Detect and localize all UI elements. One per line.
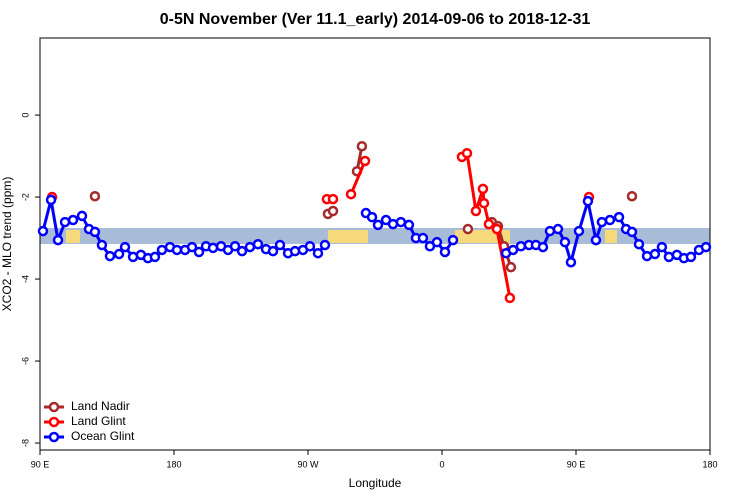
point: [366, 211, 378, 223]
point: [96, 239, 108, 251]
point: [89, 190, 101, 202]
point: [304, 241, 316, 252]
point: [403, 219, 415, 231]
point: [573, 225, 585, 237]
point: [149, 251, 161, 263]
point: [319, 239, 331, 251]
point: [76, 210, 88, 222]
point: [470, 205, 482, 217]
point: [312, 247, 324, 259]
y-tick-label: -2: [20, 193, 30, 201]
series-line: [327, 153, 589, 298]
x-tick-label: 0: [439, 459, 444, 469]
point: [252, 238, 264, 250]
point: [656, 241, 668, 253]
legend-marker: [48, 401, 60, 413]
legend-label: Land Glint: [71, 414, 126, 428]
point: [104, 250, 116, 262]
point: [119, 241, 131, 253]
point: [590, 234, 602, 246]
point: [626, 226, 638, 238]
point: [596, 216, 608, 228]
x-tick-label: 90 E: [31, 459, 50, 469]
point: [186, 241, 198, 253]
point: [67, 214, 79, 226]
point: [417, 232, 429, 244]
point: [582, 195, 594, 207]
point: [359, 155, 371, 167]
point: [700, 241, 712, 253]
point: [229, 241, 241, 252]
point: [37, 225, 49, 237]
point: [327, 193, 339, 205]
point: [193, 246, 205, 258]
y-axis-label: XCO2 - MLO trend (ppm): [0, 177, 14, 312]
chart-title: 0-5N November (Ver 11.1_early) 2014-09-0…: [160, 11, 591, 28]
y-tick-label: -4: [20, 275, 30, 283]
x-axis-label: Longitude: [349, 476, 402, 490]
point: [504, 292, 516, 304]
point: [439, 246, 451, 258]
point: [447, 234, 459, 246]
point: [327, 205, 339, 217]
point: [552, 223, 564, 235]
x-tick-label: 180: [166, 459, 181, 469]
point: [274, 239, 286, 251]
point: [491, 223, 503, 235]
y-tick-label: -8: [20, 439, 30, 447]
point: [515, 241, 527, 252]
point: [477, 183, 489, 195]
point: [45, 194, 57, 206]
point: [544, 225, 556, 237]
point: [462, 223, 474, 235]
point: [113, 248, 125, 260]
x-tick-label: 90 E: [567, 459, 586, 469]
point: [483, 218, 495, 230]
point: [351, 165, 363, 177]
y-tick-label: -6: [20, 357, 30, 365]
point: [626, 190, 638, 202]
legend-marker: [48, 431, 60, 443]
point: [604, 214, 616, 226]
x-tick-label: 90 W: [297, 459, 319, 469]
legend-label: Land Nadir: [71, 399, 130, 413]
point: [356, 140, 368, 152]
legend-label: Ocean Glint: [71, 429, 135, 443]
point: [431, 236, 443, 248]
point: [505, 261, 517, 273]
point: [461, 147, 473, 159]
point: [345, 188, 357, 200]
point: [685, 251, 697, 263]
y-tick-label: 0: [20, 113, 30, 118]
point: [559, 236, 571, 248]
point: [207, 242, 219, 254]
point: [663, 251, 675, 263]
point: [565, 256, 577, 268]
point: [507, 244, 519, 256]
x-tick-label: 180: [702, 459, 717, 469]
point: [478, 197, 490, 209]
point: [59, 216, 71, 228]
point: [649, 248, 661, 260]
point: [537, 241, 549, 253]
point: [613, 211, 625, 223]
point: [52, 234, 64, 246]
point: [236, 245, 248, 257]
region-band: [40, 228, 710, 244]
legend-marker: [48, 416, 60, 428]
point: [372, 219, 384, 231]
point: [89, 226, 101, 238]
point: [267, 245, 279, 257]
point: [633, 238, 645, 250]
